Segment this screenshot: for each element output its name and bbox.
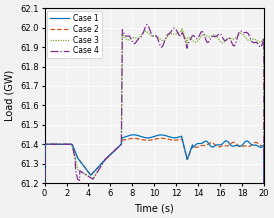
- Line: Case 4: Case 4: [45, 25, 264, 218]
- Case 3: [256, 40, 259, 42]
- Case 2: [202, 144, 206, 147]
- Case 1: [135, 134, 138, 136]
- Case 1: [256, 144, 259, 147]
- Case 3: [147, 32, 150, 35]
- Case 4: [245, 31, 248, 34]
- Case 2: [245, 145, 248, 147]
- Case 2: [137, 138, 140, 140]
- Case 3: [135, 37, 138, 39]
- Case 1: [245, 140, 248, 142]
- Line: Case 2: Case 2: [45, 138, 264, 218]
- Case 2: [256, 141, 259, 144]
- Case 4: [135, 40, 138, 43]
- Line: Case 1: Case 1: [45, 135, 264, 218]
- Legend: Case 1, Case 2, Case 3, Case 4: Case 1, Case 2, Case 3, Case 4: [47, 11, 102, 58]
- Case 2: [160, 137, 163, 140]
- X-axis label: Time (s): Time (s): [134, 203, 174, 213]
- Y-axis label: Load (GW): Load (GW): [5, 70, 15, 121]
- Case 4: [137, 37, 140, 40]
- Case 2: [135, 137, 138, 140]
- Case 4: [145, 23, 149, 26]
- Case 3: [202, 33, 206, 36]
- Case 4: [147, 26, 150, 28]
- Case 2: [147, 139, 150, 141]
- Case 3: [180, 27, 183, 29]
- Case 3: [137, 37, 140, 39]
- Line: Case 3: Case 3: [45, 28, 264, 218]
- Case 1: [202, 141, 206, 143]
- Case 4: [256, 42, 259, 44]
- Case 1: [137, 135, 140, 137]
- Case 3: [245, 37, 248, 40]
- Case 4: [202, 33, 206, 36]
- Case 1: [147, 136, 150, 139]
- Case 1: [132, 133, 135, 136]
